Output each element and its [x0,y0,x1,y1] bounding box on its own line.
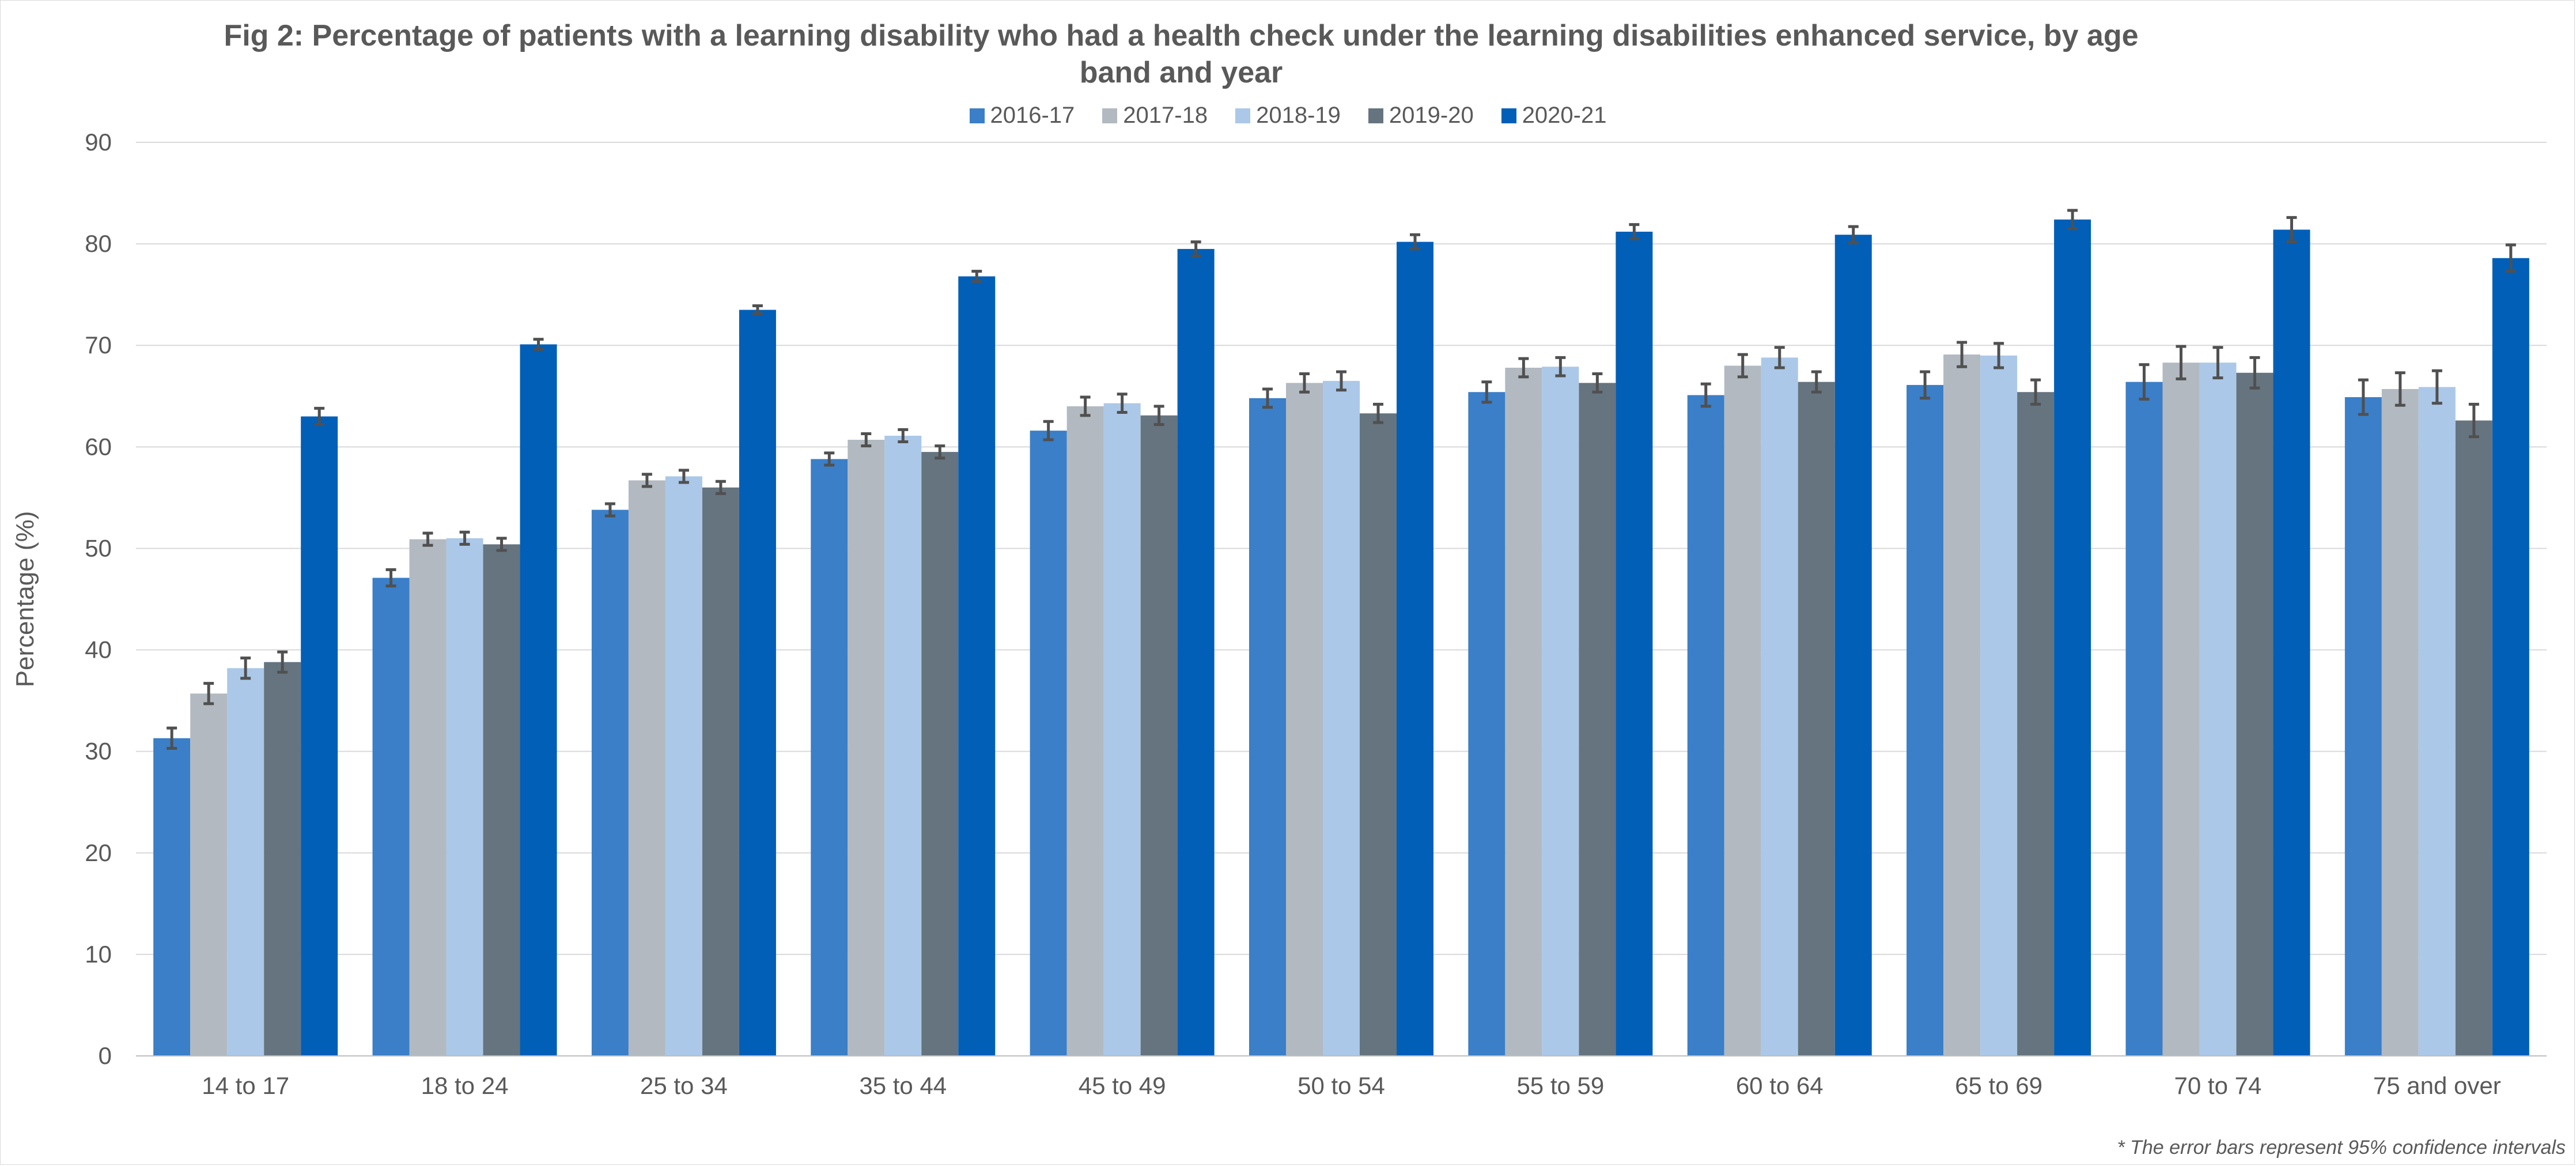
bar [1103,403,1141,1056]
bar [1542,367,1579,1056]
legend: 2016-17 2017-18 2018-19 2019-20 2020-21 [0,103,2576,129]
bar [2455,420,2492,1056]
x-tick-label: 50 to 54 [1298,1072,1385,1099]
legend-label: 2016-17 [990,103,1075,128]
legend-swatch [1368,108,1383,123]
bar [2236,372,2274,1056]
bar [264,662,301,1056]
bar [2418,387,2456,1056]
legend-item: 2017-18 [1102,103,1208,129]
bar [591,510,629,1056]
bar [2017,392,2055,1056]
bar [2054,219,2091,1056]
y-tick-label: 20 [85,839,112,866]
y-axis-title: Percentage (%) [11,511,39,688]
bar [1724,365,1761,1056]
legend-label: 2017-18 [1123,103,1208,128]
y-tick-label: 10 [85,941,112,968]
bar [702,487,739,1056]
y-tick-label: 30 [85,738,112,765]
bar [1397,241,1433,1056]
bar [520,344,557,1056]
bar [1140,415,1178,1056]
legend-swatch [1102,108,1118,123]
legend-swatch [1235,108,1251,123]
bar [958,276,996,1056]
bar [1177,248,1215,1056]
legend-label: 2020-21 [1522,103,1607,128]
legend-item: 2019-20 [1368,103,1474,129]
bar [301,416,338,1056]
legend-swatch [969,108,985,123]
bar [2125,382,2163,1056]
x-tick-label: 70 to 74 [2174,1072,2262,1099]
bar [1066,406,1104,1056]
bar [227,668,264,1056]
y-tick-label: 80 [85,230,112,257]
bar [1687,395,1724,1056]
bar [1579,383,1616,1056]
bar [921,452,959,1056]
bar [811,459,848,1056]
legend-item: 2018-19 [1235,103,1341,129]
bar [372,578,410,1056]
bar [1323,380,1360,1056]
x-tick-label: 55 to 59 [1516,1072,1604,1099]
x-tick-label: 45 to 49 [1079,1072,1166,1099]
bar [1286,383,1323,1056]
y-tick-label: 90 [85,129,112,156]
x-tick-label: 14 to 17 [202,1072,289,1099]
x-tick-label: 65 to 69 [1955,1072,2042,1099]
bar [1249,398,1286,1056]
bar [1360,413,1397,1056]
chart-title: Fig 2: Percentage of patients with a lea… [224,19,2139,89]
legend-item: 2020-21 [1501,103,1607,129]
bar [2162,363,2200,1056]
bar [1761,357,1798,1056]
bar [628,480,665,1056]
bar [2199,363,2237,1056]
x-tick-label: 25 to 34 [640,1072,728,1099]
x-tick-label: 35 to 44 [859,1072,947,1099]
bar [2344,397,2382,1056]
x-tick-label: 18 to 24 [421,1072,509,1099]
bar [1468,392,1505,1056]
bar [2381,388,2419,1056]
y-tick-label: 60 [85,433,112,460]
legend-label: 2019-20 [1389,103,1474,128]
bar [446,538,483,1056]
footnote: * The error bars represent 95% confidenc… [2117,1137,2566,1159]
bar [1616,231,1653,1056]
x-tick-label: 60 to 64 [1736,1072,1824,1099]
bar [1907,384,1944,1056]
bar [739,310,776,1056]
bar [409,539,447,1056]
bar [1980,355,2018,1056]
bar [1505,367,1542,1056]
y-tick-label: 0 [99,1042,112,1069]
bar [1798,382,1835,1056]
bar [153,738,191,1056]
bar [1834,235,1872,1056]
legend-label: 2018-19 [1256,103,1341,128]
bar [1030,431,1067,1056]
bar [2492,258,2529,1056]
legend-swatch [1501,108,1516,123]
y-tick-label: 50 [85,534,112,561]
x-tick-label: 75 and over [2373,1072,2501,1099]
bar [1943,354,1981,1056]
y-tick-label: 70 [85,331,112,359]
bar [884,435,922,1056]
y-tick-label: 40 [85,636,112,663]
bar [665,476,702,1056]
bar [483,544,520,1056]
bar [190,693,228,1056]
bar [848,440,885,1056]
legend-item: 2016-17 [969,103,1075,129]
bar [2273,229,2310,1056]
